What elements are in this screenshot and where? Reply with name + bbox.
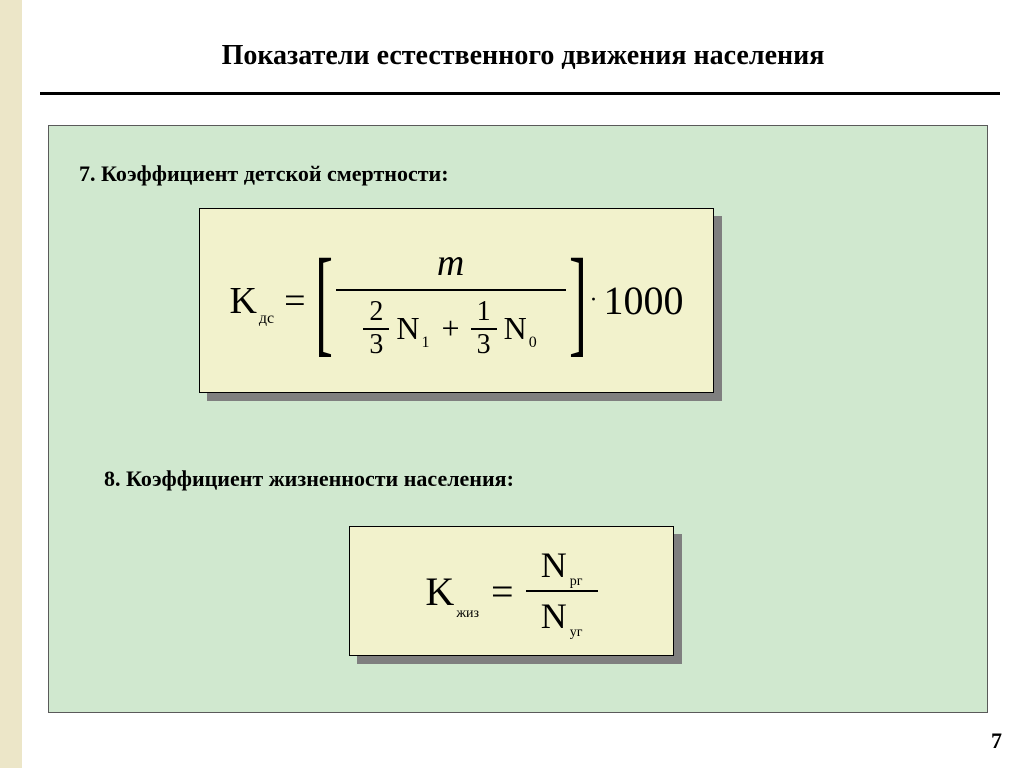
f1-dot: · [590, 287, 598, 314]
f1-d-t1-sub: 1 [422, 334, 430, 352]
f1-d-t1-sym: N [396, 310, 419, 347]
f1-denom-plus: + [442, 310, 460, 347]
f2-den-sub: уг [570, 625, 583, 642]
f1-lhs-symbol: K [229, 279, 256, 323]
f1-fraction: m 2 3 N 1 + 1 3 [336, 241, 566, 361]
f1-d-f1-den: 3 [369, 330, 383, 361]
formula-2: K жиз = N рг N уг [425, 544, 597, 638]
f2-numerator: N рг [541, 544, 583, 587]
f2-num-sub: рг [570, 574, 583, 591]
title-underline [40, 92, 1000, 95]
f1-eq: = [284, 279, 305, 323]
formula-1: K дс = [ m 2 3 N 1 + [229, 241, 683, 361]
f2-eq: = [491, 568, 514, 615]
f1-d-t2-sub: 0 [529, 334, 537, 352]
slide-title-area: Показатели естественного движения населе… [22, 40, 1024, 72]
f1-numerator: m [437, 241, 464, 289]
formula-1-box: K дс = [ m 2 3 N 1 + [199, 208, 714, 393]
f1-d-t2-sym: N [504, 310, 527, 347]
f1-d-f1-num: 2 [369, 297, 383, 328]
f1-denom-term2: N 0 [504, 310, 537, 347]
f2-num-sym: N [541, 544, 567, 587]
f1-denominator: 2 3 N 1 + 1 3 N [360, 291, 540, 361]
f1-denom-frac2: 1 3 [471, 297, 497, 361]
f1-denom-term1: N 1 [396, 310, 429, 347]
f1-right-bracket: ] [569, 247, 587, 355]
f1-left-bracket: [ [315, 247, 333, 355]
f1-lhs: K дс [229, 279, 274, 323]
f1-denom-frac1: 2 3 [363, 297, 389, 361]
section-8-label: 8. Коэффициент жизненности населения: [104, 466, 514, 492]
page-number: 7 [991, 728, 1002, 754]
section-7-label: 7. Коэффициент детской смертности: [79, 161, 449, 187]
f2-den-sym: N [541, 595, 567, 638]
f1-d-f2-den: 3 [477, 330, 491, 361]
content-panel: 7. Коэффициент детской смертности: K дс … [48, 125, 988, 713]
f2-fraction: N рг N уг [526, 544, 598, 638]
f1-lhs-sub: дс [259, 310, 274, 328]
f1-multiplier: 1000 [604, 277, 684, 324]
f2-lhs-symbol: K [425, 568, 454, 615]
slide-title: Показатели естественного движения населе… [22, 40, 1024, 72]
f2-lhs: K жиз [425, 568, 479, 615]
side-stripe [0, 0, 22, 768]
f1-d-f2-num: 1 [477, 297, 491, 328]
f2-lhs-sub: жиз [456, 606, 479, 622]
f2-fraction-line [526, 590, 598, 592]
f2-denominator: N уг [541, 595, 583, 638]
formula-2-box: K жиз = N рг N уг [349, 526, 674, 656]
